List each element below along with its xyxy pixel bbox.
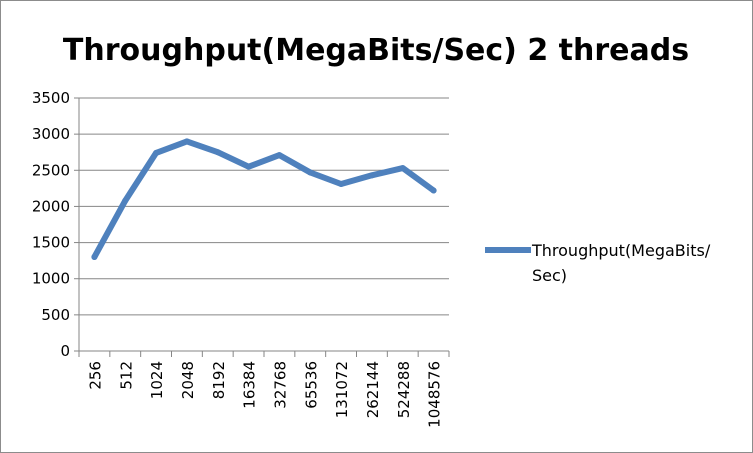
x-tick-label: 1024 bbox=[148, 361, 166, 399]
chart-title: Throughput(MegaBits/Sec) 2 threads bbox=[63, 33, 689, 68]
x-axis-ticks: 256 512 1024 2048 8192 16384 32768 65536 131072 2… bbox=[78, 351, 450, 428]
grid-lines bbox=[79, 97, 449, 316]
axes bbox=[78, 98, 449, 352]
x-tick-label: 262144 bbox=[364, 361, 382, 418]
x-tick-label: 8192 bbox=[210, 361, 228, 399]
x-tick-label: 131072 bbox=[333, 361, 351, 418]
x-tick-label: 2048 bbox=[179, 361, 197, 399]
x-tick-label: 512 bbox=[117, 361, 135, 390]
y-axis-ticks: 0 500 1000 1500 2000 2500 3000 3500 bbox=[32, 89, 79, 360]
data-point bbox=[214, 149, 221, 156]
y-tick-label: 1000 bbox=[32, 270, 70, 288]
data-point bbox=[91, 254, 98, 261]
y-tick-label: 1500 bbox=[32, 234, 70, 252]
data-point bbox=[430, 187, 437, 194]
legend-label: Throughput(MegaBits/ bbox=[531, 241, 711, 260]
y-tick-label: 3500 bbox=[32, 89, 70, 107]
x-tick-label: 524288 bbox=[395, 361, 413, 418]
x-tick-label: 1048576 bbox=[426, 361, 444, 428]
legend: Throughput(MegaBits/Sec) bbox=[485, 241, 711, 285]
y-tick-label: 2500 bbox=[32, 161, 70, 179]
x-tick-label: 16384 bbox=[241, 361, 259, 409]
data-point bbox=[276, 152, 283, 159]
legend-label: Sec) bbox=[532, 266, 567, 285]
data-point bbox=[399, 165, 406, 172]
data-point bbox=[368, 172, 375, 179]
x-tick-label: 256 bbox=[86, 361, 104, 390]
data-point bbox=[183, 138, 190, 145]
y-tick-label: 500 bbox=[41, 306, 70, 324]
y-tick-label: 0 bbox=[60, 342, 70, 360]
y-tick-label: 2000 bbox=[32, 197, 70, 215]
series-layer bbox=[91, 138, 437, 261]
x-tick-label: 65536 bbox=[302, 361, 320, 409]
data-point bbox=[245, 163, 252, 170]
series-line bbox=[91, 138, 437, 260]
y-tick-label: 3000 bbox=[32, 125, 70, 143]
data-point bbox=[122, 197, 129, 204]
data-point bbox=[338, 181, 345, 188]
x-tick-label: 32768 bbox=[271, 361, 289, 409]
data-point bbox=[307, 169, 314, 176]
data-point bbox=[153, 149, 160, 156]
